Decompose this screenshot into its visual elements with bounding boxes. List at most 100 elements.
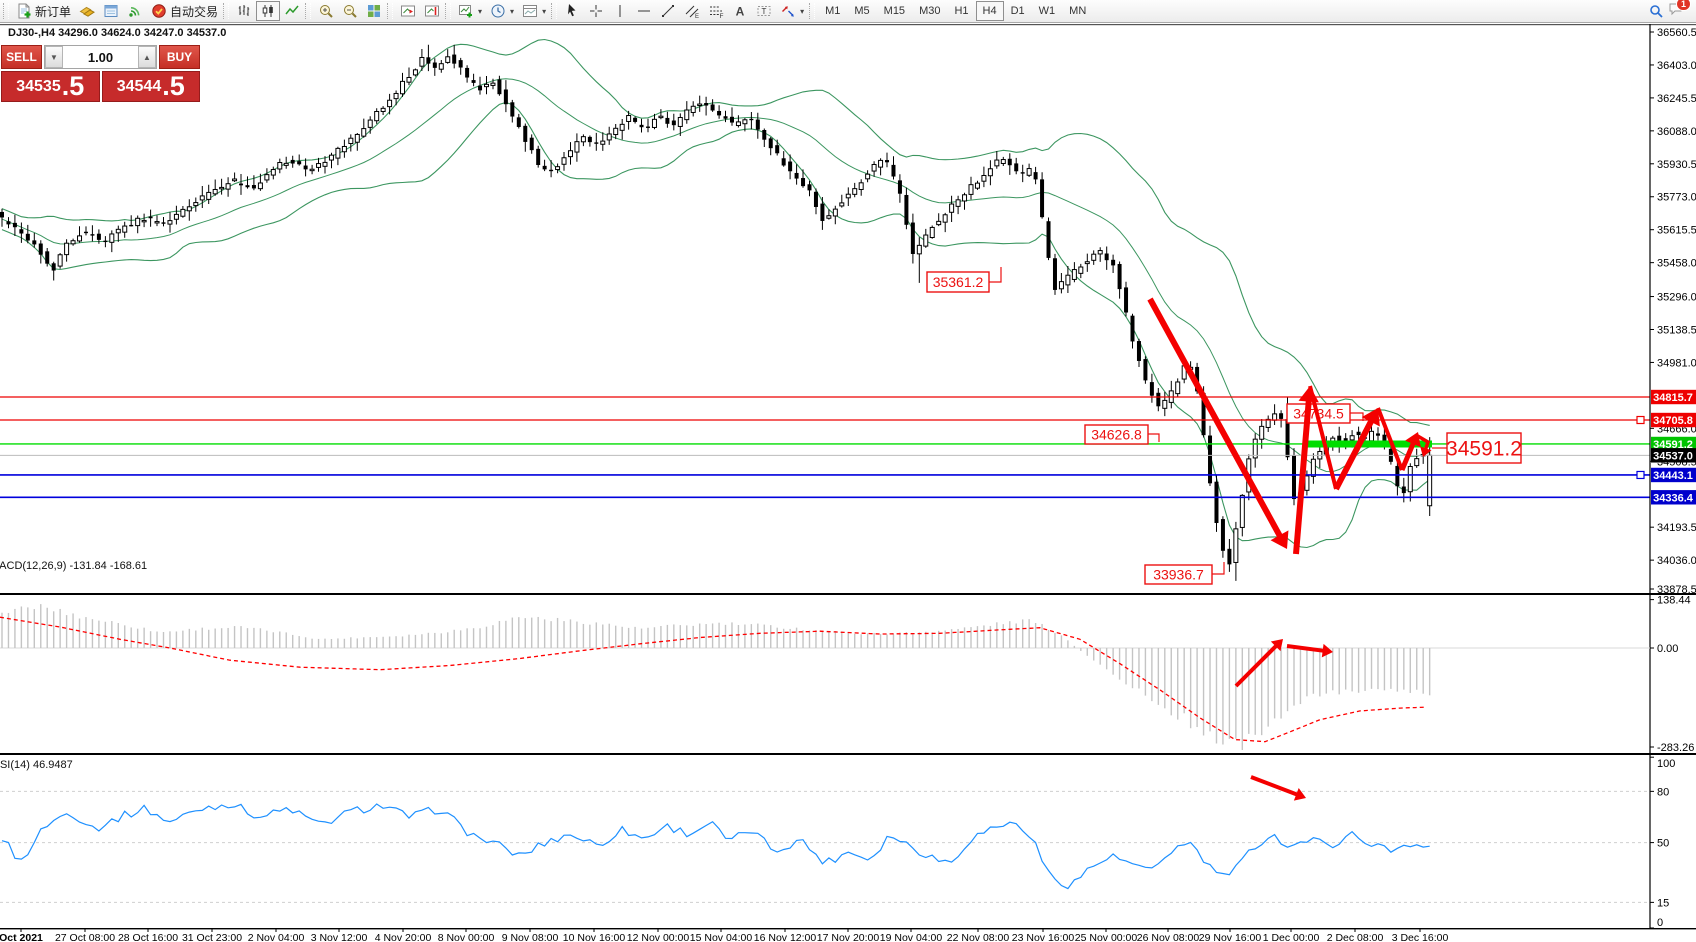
svg-text:36560.5: 36560.5: [1657, 27, 1696, 39]
panel-separator[interactable]: [0, 753, 1696, 755]
price-annotation-box[interactable]: [1446, 432, 1522, 464]
toolbar-drag-handle[interactable]: [3, 3, 9, 19]
timeframe-button-H1[interactable]: H1: [947, 1, 975, 21]
macd-signal-line: [0, 616, 1426, 743]
vertical-line-button[interactable]: [608, 1, 632, 21]
chevron-down-icon: ▾: [800, 6, 805, 16]
fibonacci-button[interactable]: F: [704, 1, 728, 21]
trend-arrows[interactable]: [1147, 297, 1432, 801]
chart-profile-icon: [523, 5, 538, 17]
symbol-ohlc-info: DJ30-,H4 34296.0 34624.0 34247.0 34537.0: [8, 27, 227, 39]
timeframe-button-M15[interactable]: M15: [877, 1, 912, 21]
line-anchor-marker[interactable]: [1636, 470, 1645, 480]
svg-text:35615.5: 35615.5: [1657, 225, 1696, 237]
price-annotation-box[interactable]: [1084, 424, 1149, 445]
svg-text:50: 50: [1657, 838, 1669, 850]
period-button[interactable]: ▾: [486, 1, 518, 21]
price-annotation-box[interactable]: [926, 271, 990, 293]
new-order-button[interactable]: 新订单: [12, 1, 75, 21]
chart-canvas[interactable]: 36560.5 36403.0 36245.5 36088.0 35930.5 35773…: [0, 23, 1696, 942]
trendline-icon: [662, 5, 675, 17]
toolbar-drag-handle[interactable]: [305, 3, 312, 19]
text-button[interactable]: A: [728, 1, 752, 21]
data-window-button[interactable]: [99, 1, 123, 21]
time-axis[interactable]: Oct 2021 27 Oct 08:00 28 Oct 16:00 31 Oct 2…: [0, 928, 1448, 942]
chart-profile-button[interactable]: ▾: [518, 1, 550, 21]
search-icon: [1650, 5, 1663, 18]
main-plot[interactable]: [0, 38, 1433, 581]
trendline-button[interactable]: [656, 1, 680, 21]
arrow-objects-icon: [782, 6, 794, 17]
data-window-icon: [104, 5, 118, 17]
volume-decrease-button[interactable]: ▼: [45, 46, 63, 68]
signals-button[interactable]: [123, 1, 147, 21]
line-anchor-marker[interactable]: [1636, 415, 1645, 425]
chart-window[interactable]: 36560.5 36403.0 36245.5 36088.0 35930.5 35773…: [0, 23, 1696, 942]
candlestick-chart-icon: [262, 5, 273, 17]
market-watch-button[interactable]: [75, 1, 99, 21]
bar-chart-button[interactable]: [232, 1, 256, 21]
zoom-in-button[interactable]: [314, 1, 338, 21]
timeframe-button-D1[interactable]: D1: [1004, 1, 1032, 21]
svg-text:35361.2: 35361.2: [933, 274, 984, 290]
toolbar-drag-handle[interactable]: [551, 3, 558, 19]
market-watch-icon: [79, 6, 95, 17]
timeframe-button-W1[interactable]: W1: [1032, 1, 1063, 21]
axis-price-label: [1651, 412, 1696, 428]
bollinger-lower-band: [1, 101, 1431, 549]
sell-price-display[interactable]: 34535 .5: [1, 71, 100, 102]
auto-trading-button[interactable]: 自动交易: [147, 1, 222, 21]
timeframe-button-M1[interactable]: M1: [818, 1, 847, 21]
cursor-button[interactable]: [560, 1, 584, 21]
svg-text:34193.5: 34193.5: [1657, 522, 1696, 534]
notifications-button[interactable]: 1: [1668, 0, 1691, 22]
volume-increase-button[interactable]: ▲: [138, 46, 156, 68]
svg-text:3 Dec 16:00: 3 Dec 16:00: [1392, 932, 1449, 942]
price-annotation-box[interactable]: [1144, 564, 1213, 585]
sell-button[interactable]: SELL: [1, 45, 42, 69]
toolbar-drag-handle[interactable]: [445, 3, 452, 19]
svg-text:33936.7: 33936.7: [1153, 567, 1204, 583]
buy-button[interactable]: BUY: [159, 45, 200, 69]
equidistant-channel-button[interactable]: E: [680, 1, 704, 21]
cursor-icon: [568, 4, 576, 17]
volume-value[interactable]: 1.00: [87, 49, 114, 65]
rsi-panel: 100 80 50 15 0: [0, 756, 1675, 929]
timeframe-button-MN[interactable]: MN: [1062, 1, 1093, 21]
toolbar-drag-handle[interactable]: [809, 3, 816, 19]
bar-chart-icon: [238, 5, 250, 16]
search-button[interactable]: [1644, 1, 1668, 21]
line-chart-button[interactable]: [280, 1, 304, 21]
clock-icon: [491, 4, 505, 18]
svg-text:15 Nov 04:00: 15 Nov 04:00: [690, 932, 753, 942]
auto-scroll-button[interactable]: [396, 1, 420, 21]
toolbar-drag-handle[interactable]: [387, 3, 394, 19]
arrows-button[interactable]: ▾: [776, 1, 808, 21]
new-order-label: 新订单: [35, 4, 72, 19]
timeframe-button-M30[interactable]: M30: [912, 1, 947, 21]
buy-price-display[interactable]: 34544 .5: [101, 71, 200, 102]
new-chart-button[interactable]: ▾: [454, 1, 486, 21]
crosshair-button[interactable]: [584, 1, 608, 21]
chevron-down-icon: ▾: [478, 6, 483, 16]
horizontal-line-button[interactable]: [632, 1, 656, 21]
toolbar-drag-handle[interactable]: [223, 3, 230, 19]
chart-shift-button[interactable]: [420, 1, 444, 21]
text-label-button[interactable]: T: [752, 1, 776, 21]
timeframe-button-M5[interactable]: M5: [847, 1, 876, 21]
svg-text:E: E: [695, 14, 699, 19]
svg-text:10 Nov 16:00: 10 Nov 16:00: [563, 932, 626, 942]
panel-separator[interactable]: [0, 593, 1696, 595]
timeframe-button-H4[interactable]: H4: [975, 1, 1004, 21]
notification-badge: 1: [1675, 0, 1691, 11]
candlestick-chart-button[interactable]: [256, 1, 281, 21]
zoom-out-button[interactable]: [338, 1, 362, 21]
fibonacci-icon: F: [710, 6, 724, 19]
svg-text:T: T: [762, 7, 767, 16]
svg-text:19 Nov 04:00: 19 Nov 04:00: [880, 932, 943, 942]
tile-windows-icon: [368, 5, 381, 17]
svg-text:35930.5: 35930.5: [1657, 159, 1696, 171]
chevron-down-icon: ▾: [510, 6, 515, 16]
tile-windows-button[interactable]: [362, 1, 386, 21]
